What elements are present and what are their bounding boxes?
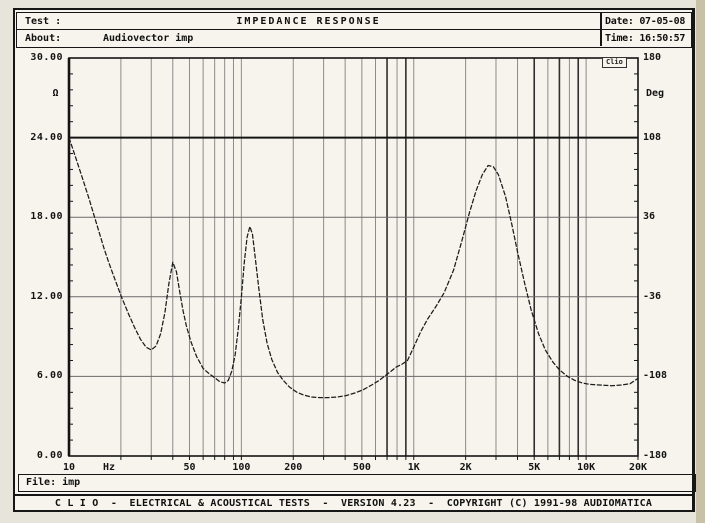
x-tick-label: 20K [628, 462, 648, 473]
y-left-tick-label: 18.00 [30, 211, 63, 223]
y-left-tick-label: 12.00 [30, 290, 63, 302]
file-bar: File: imp [18, 474, 696, 492]
measurement-page: Test : IMPEDANCE RESPONSE Date: 07-05-08… [13, 8, 696, 512]
x-tick-label: 5K [528, 462, 541, 473]
plot-frame [68, 57, 639, 457]
x-tick-label: 10 [62, 462, 76, 473]
y-left-tick-label: 0.00 [36, 450, 63, 461]
hz-unit-label: Hz [103, 462, 116, 473]
y-left-tick-label: 6.00 [36, 370, 63, 382]
test-label: Test : [25, 15, 62, 27]
about-label: About: [25, 32, 62, 44]
y-right-tick-label: -36 [643, 290, 662, 302]
x-tick-label: 500 [352, 462, 371, 473]
y-right-tick-label: -180 [643, 450, 668, 461]
x-tick-label: 1K [407, 462, 420, 473]
y-left-tick-label: 30.00 [30, 52, 63, 63]
date-field: Date: 07-05-08 [600, 13, 691, 29]
y-right-tick-label: 36 [643, 211, 656, 223]
footer-bar: C L I O - ELECTRICAL & ACOUSTICAL TESTS … [15, 494, 692, 512]
header: Test : IMPEDANCE RESPONSE Date: 07-05-08… [16, 12, 692, 48]
y-right-tick-label: 108 [643, 131, 662, 143]
x-tick-label: 10K [577, 462, 596, 473]
time-field: Time: 16:50:57 [600, 30, 691, 46]
y-left-tick-label: 24.00 [30, 131, 63, 143]
y-right-tick-label: 180 [643, 52, 662, 63]
scan-edge-strip [696, 0, 705, 523]
x-tick-label: 50 [183, 462, 196, 473]
impedance-curve [68, 137, 639, 399]
impedance-chart: Clio 30.00 24.00 18.00 12.00 6.00 0.00 Ω 180 108… [15, 50, 692, 473]
x-tick-label: 2K [459, 462, 472, 473]
clio-logo-badge: Clio [602, 57, 627, 68]
ohm-unit-label: Ω [52, 88, 59, 99]
impedance-plot [67, 57, 639, 460]
deg-unit-label: Deg [646, 88, 665, 99]
x-tick-label: 200 [284, 462, 303, 473]
x-tick-label: 100 [232, 462, 251, 473]
measurement-title: IMPEDANCE RESPONSE [236, 15, 381, 27]
about-value: Audiovector imp [103, 32, 194, 44]
y-right-tick-label: -108 [643, 370, 668, 382]
